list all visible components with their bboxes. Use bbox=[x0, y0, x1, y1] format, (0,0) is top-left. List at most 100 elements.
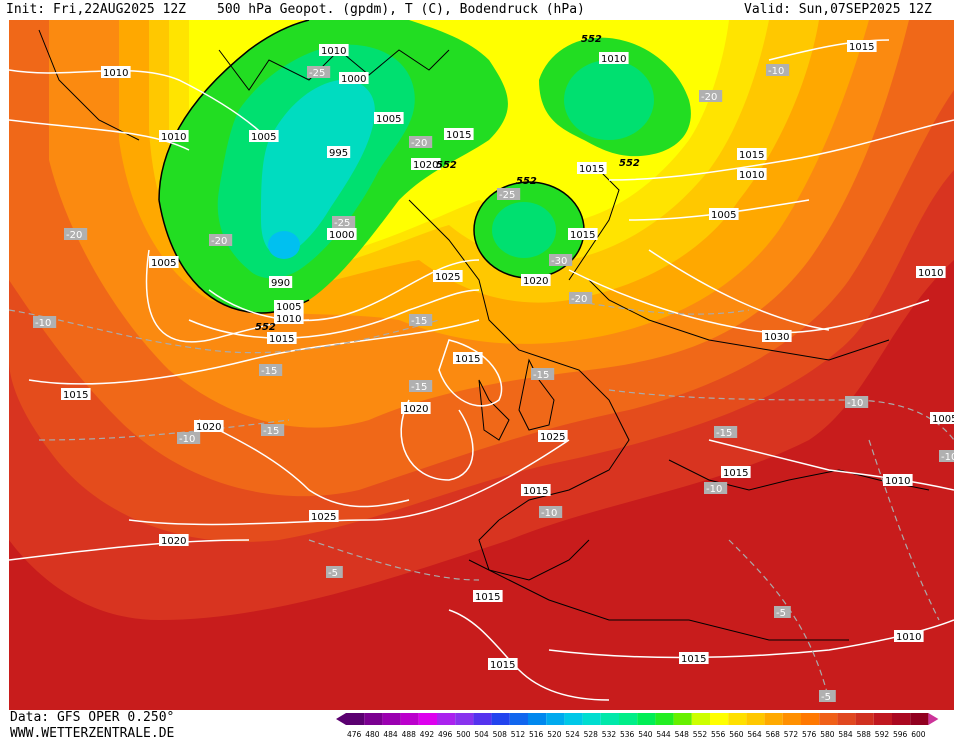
svg-text:-15: -15 bbox=[533, 370, 549, 381]
height-label: 552 bbox=[619, 158, 640, 169]
pressure-label: 1010 bbox=[159, 130, 189, 143]
temperature-label: -15 bbox=[409, 314, 433, 327]
svg-text:-20: -20 bbox=[66, 230, 82, 241]
temperature-label: -20 bbox=[699, 90, 723, 103]
pressure-label: 1020 bbox=[401, 402, 431, 415]
svg-text:1010: 1010 bbox=[918, 268, 943, 279]
colorbar-cell bbox=[819, 713, 838, 725]
lobe-540 bbox=[564, 60, 654, 140]
pressure-label: 1010 bbox=[883, 474, 913, 487]
weather-map-icon: 1010 1010 1010 1015 1010 1000 1005 1005 995 1015 1… bbox=[9, 20, 954, 710]
colorbar-cell bbox=[728, 713, 747, 725]
valid-time: Valid: Sun,07SEP2025 12Z bbox=[744, 2, 932, 17]
svg-text:-5: -5 bbox=[328, 568, 338, 579]
colorbar-arrow-right bbox=[928, 713, 939, 725]
colorbar-label: 556 bbox=[711, 730, 726, 739]
temperature-label: -25 bbox=[307, 66, 331, 79]
svg-text:1005: 1005 bbox=[376, 114, 401, 125]
colorbar-cell bbox=[564, 713, 583, 725]
svg-text:1015: 1015 bbox=[579, 164, 604, 175]
svg-text:1015: 1015 bbox=[269, 334, 294, 345]
colorbar-label: 572 bbox=[784, 730, 799, 739]
svg-text:1010: 1010 bbox=[103, 68, 128, 79]
colorbar-label: 588 bbox=[857, 730, 872, 739]
svg-text:-10: -10 bbox=[941, 452, 954, 463]
svg-text:1025: 1025 bbox=[540, 432, 565, 443]
svg-text:990: 990 bbox=[271, 278, 290, 289]
colorbar-cell bbox=[528, 713, 547, 725]
colorbar-label: 596 bbox=[893, 730, 908, 739]
pressure-label: 1015 bbox=[679, 652, 709, 665]
temperature-label: -10 bbox=[704, 482, 728, 495]
colorbar-label: 584 bbox=[838, 730, 853, 739]
svg-text:1015: 1015 bbox=[446, 130, 471, 141]
temperature-label: -25 bbox=[332, 216, 356, 229]
colorbar-label: 508 bbox=[493, 730, 508, 739]
temperature-label: -20 bbox=[409, 136, 433, 149]
pressure-label: 1015 bbox=[521, 484, 551, 497]
temperature-label: -10 bbox=[939, 450, 954, 463]
svg-text:1025: 1025 bbox=[311, 512, 336, 523]
colorbar-cell bbox=[673, 713, 692, 725]
svg-text:1015: 1015 bbox=[570, 230, 595, 241]
colorbar-cell bbox=[473, 713, 492, 725]
temperature-label: -15 bbox=[531, 368, 555, 381]
colorbar-label: 516 bbox=[529, 730, 544, 739]
svg-text:1020: 1020 bbox=[196, 422, 221, 433]
pressure-label: 1015 bbox=[473, 590, 503, 603]
colorbar-label: 580 bbox=[820, 730, 835, 739]
colorbar-label: 532 bbox=[602, 730, 617, 739]
colorbar-label: 480 bbox=[365, 730, 380, 739]
pressure-label: 1010 bbox=[737, 168, 767, 181]
svg-text:552: 552 bbox=[581, 34, 602, 45]
svg-text:1000: 1000 bbox=[341, 74, 366, 85]
temperature-label: -10 bbox=[177, 432, 201, 445]
colorbar-cell bbox=[837, 713, 856, 725]
colorbar-cell bbox=[873, 713, 892, 725]
colorbar-cell bbox=[400, 713, 419, 725]
pressure-label: 1005 bbox=[374, 112, 404, 125]
pressure-label: 1020 bbox=[411, 158, 441, 171]
svg-text:-30: -30 bbox=[551, 256, 567, 267]
svg-text:-20: -20 bbox=[211, 236, 227, 247]
temperature-label: -10 bbox=[33, 316, 57, 329]
colorbar-label: 536 bbox=[620, 730, 635, 739]
colorbar-cell bbox=[782, 713, 801, 725]
svg-text:1015: 1015 bbox=[723, 468, 748, 479]
svg-text:-10: -10 bbox=[706, 484, 722, 495]
svg-text:1010: 1010 bbox=[896, 632, 921, 643]
svg-text:1005: 1005 bbox=[932, 414, 954, 425]
svg-text:1020: 1020 bbox=[413, 160, 438, 171]
svg-text:-5: -5 bbox=[821, 692, 831, 703]
pressure-label: 1015 bbox=[444, 128, 474, 141]
colorbar-label: 540 bbox=[638, 730, 653, 739]
colorbar-cell bbox=[455, 713, 474, 725]
temperature-label: -15 bbox=[409, 380, 433, 393]
svg-text:552: 552 bbox=[255, 322, 276, 333]
svg-text:1005: 1005 bbox=[251, 132, 276, 143]
svg-text:-25: -25 bbox=[334, 218, 350, 229]
temperature-label: -5 bbox=[819, 690, 836, 703]
svg-text:1010: 1010 bbox=[885, 476, 910, 487]
colorbar-label: 592 bbox=[875, 730, 890, 739]
colorbar-label: 504 bbox=[474, 730, 489, 739]
colorbar-label: 492 bbox=[420, 730, 435, 739]
temperature-label: -5 bbox=[774, 606, 791, 619]
svg-text:1010: 1010 bbox=[739, 170, 764, 181]
svg-text:-10: -10 bbox=[768, 66, 784, 77]
svg-text:1000: 1000 bbox=[329, 230, 354, 241]
colorbar-label: 512 bbox=[511, 730, 526, 739]
pressure-label: 1015 bbox=[721, 466, 751, 479]
colorbar-cell bbox=[509, 713, 528, 725]
temperature-label: -10 bbox=[845, 396, 869, 409]
colorbar-cell bbox=[801, 713, 820, 725]
height-label: 552 bbox=[255, 322, 276, 333]
map-title: 500 hPa Geopot. (gpdm), T (C), Bodendruc… bbox=[217, 2, 585, 17]
svg-text:1015: 1015 bbox=[455, 354, 480, 365]
colorbar-label: 520 bbox=[547, 730, 562, 739]
svg-text:1010: 1010 bbox=[601, 54, 626, 65]
blob-540 bbox=[492, 202, 556, 258]
isobars bbox=[9, 39, 954, 701]
colorbar-label: 484 bbox=[383, 730, 398, 739]
svg-text:-15: -15 bbox=[411, 382, 427, 393]
